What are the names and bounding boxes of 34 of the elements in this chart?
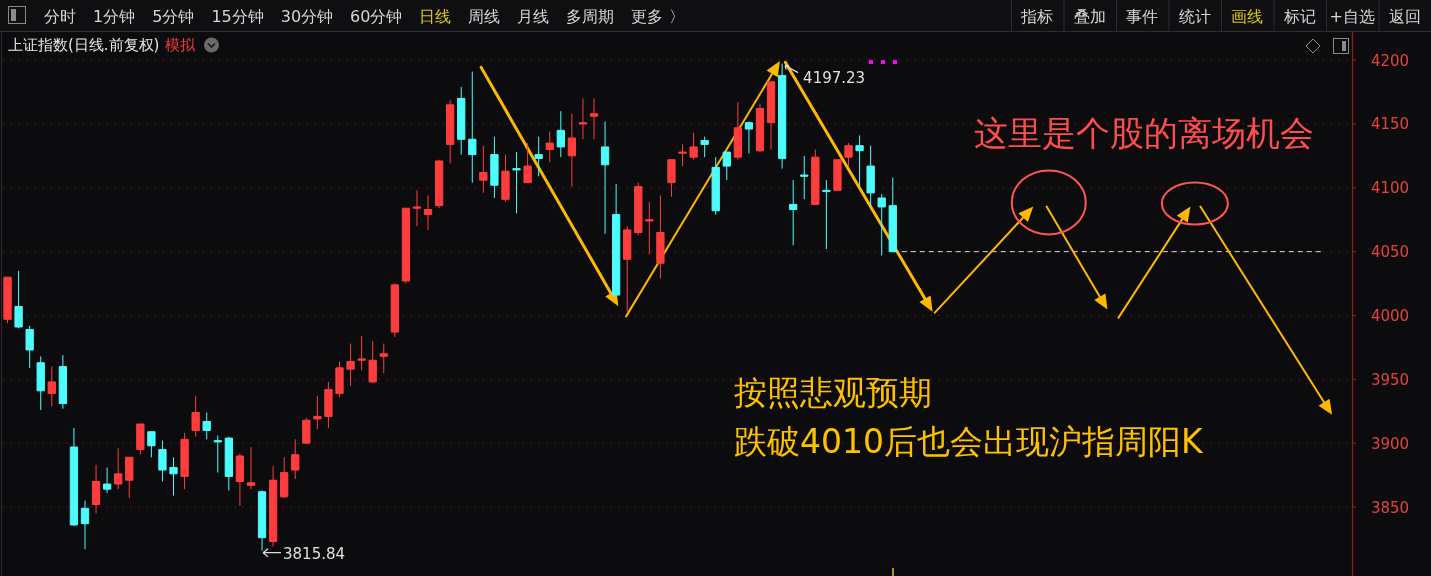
toolbar-label: +自选 [1329, 7, 1375, 26]
toolbar-label: 月线 [517, 7, 550, 26]
toolbar-label: 日线 [419, 7, 452, 26]
annotation: 这里是个股的离场机会 [974, 113, 1314, 153]
toolbar-label: 1分钟 [93, 7, 136, 26]
toolbar-label: 返回 [1388, 7, 1421, 26]
annotation: 跌破4010后也会出现沪指周阳K [734, 422, 1203, 461]
y-tick-label: 3950 [1370, 370, 1410, 389]
y-tick-label: 3900 [1370, 434, 1410, 453]
y-tick-label: 4050 [1370, 243, 1410, 262]
toolbar-label: 60分钟 [350, 7, 403, 26]
y-tick-label: 4150 [1370, 115, 1410, 134]
y-tick-label: 4000 [1370, 307, 1410, 325]
toolbar-label: 30分钟 [280, 7, 334, 26]
annotation: 3815.84 [283, 544, 346, 563]
annotation: 4197.23 [803, 68, 866, 87]
toolbar-label: 画线 [1231, 7, 1264, 26]
toolbar-label: 分时 [44, 7, 76, 26]
title: 上证指数(日线.前复权) [8, 36, 160, 54]
subtitle: 模拟 [165, 36, 196, 54]
annotation: 按照悲观预期 [734, 373, 932, 412]
toolbar-label: 15分钟 [211, 7, 264, 26]
y-tick-label: 3850 [1370, 498, 1410, 517]
toolbar-label: 标记 [1283, 7, 1316, 26]
y-tick-label: 4200 [1370, 51, 1410, 70]
toolbar-label: 多周期 [566, 7, 615, 26]
toolbar-label: 5分钟 [152, 7, 195, 26]
toolbar-label: 统计 [1178, 7, 1211, 26]
toolbar-label: 叠加 [1073, 7, 1106, 26]
toolbar-label: 更多 〉 [631, 7, 685, 26]
toolbar-label: 事件 [1126, 7, 1159, 26]
y-tick-label: 4100 [1370, 179, 1410, 198]
toolbar-label: 指标 [1021, 7, 1054, 26]
toolbar-label: 周线 [468, 7, 501, 26]
